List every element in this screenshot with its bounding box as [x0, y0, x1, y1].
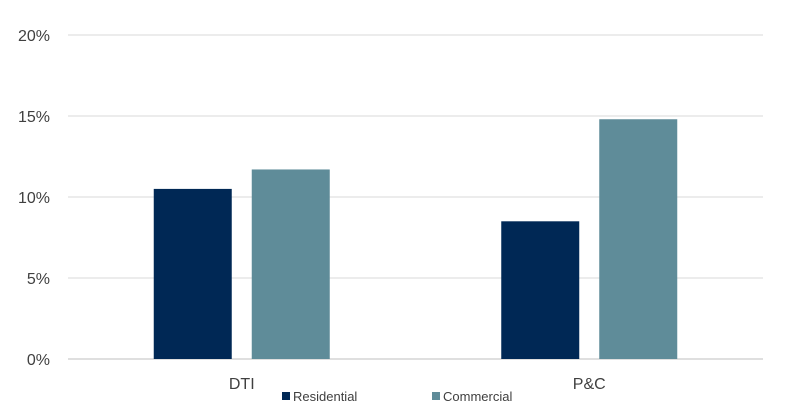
legend-swatch-residential [282, 392, 290, 400]
bar-residential-pc [501, 221, 580, 359]
y-tick-label: 15% [18, 109, 50, 126]
bars [153, 119, 678, 360]
bar-commercial-dti [251, 169, 330, 359]
y-axis-ticks: 0% 5% 10% 15% 20% [18, 28, 50, 369]
x-category-label: P&C [573, 376, 606, 393]
x-axis-categories: DTI P&C [229, 376, 606, 393]
legend-label-residential: Residential [293, 389, 357, 404]
legend: Residential Commercial [282, 389, 512, 404]
bar-commercial-pc [599, 119, 678, 360]
legend-swatch-commercial [432, 392, 440, 400]
y-tick-label: 20% [18, 28, 50, 45]
y-tick-label: 5% [27, 271, 50, 288]
bar-residential-dti [153, 188, 232, 359]
x-category-label: DTI [229, 376, 255, 393]
y-tick-label: 10% [18, 190, 50, 207]
y-tick-label: 0% [27, 352, 50, 369]
legend-label-commercial: Commercial [443, 389, 512, 404]
